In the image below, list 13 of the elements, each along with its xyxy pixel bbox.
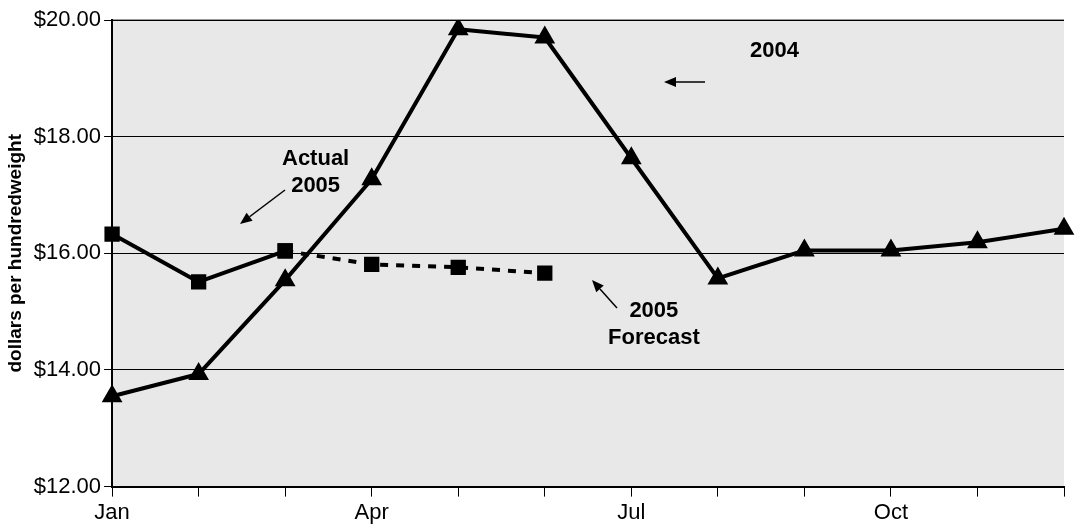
y-tick-label: $18.00 bbox=[33, 122, 102, 148]
y-axis-title: dollars per hundredweight bbox=[3, 133, 25, 373]
y-tick-label: $20.00 bbox=[33, 6, 102, 32]
annotation: Actual 2005 bbox=[282, 144, 350, 198]
x-tick-label: Jan bbox=[94, 498, 130, 524]
y-tick-label: $14.00 bbox=[33, 356, 102, 382]
y-tick-label: $16.00 bbox=[33, 239, 102, 265]
x-tick-label: Jul bbox=[617, 498, 646, 524]
x-tick-label: Oct bbox=[873, 498, 909, 524]
x-tick-label: Apr bbox=[354, 498, 389, 524]
y-tick-label: $12.00 bbox=[33, 472, 102, 498]
annotation: 2004 bbox=[750, 36, 799, 63]
annotation: 2005 Forecast bbox=[608, 296, 700, 350]
